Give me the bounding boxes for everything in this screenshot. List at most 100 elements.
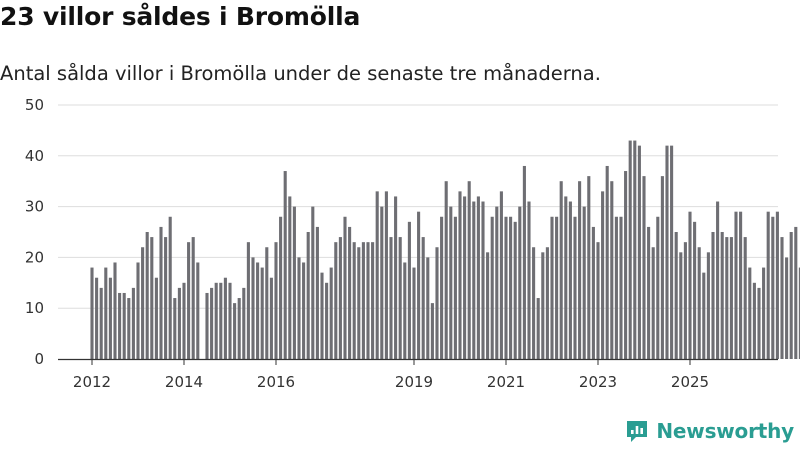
bar-45 bbox=[297, 257, 301, 359]
x-tick-label-2023: 2023 bbox=[579, 373, 617, 391]
bar-133 bbox=[702, 272, 706, 359]
bar-154 bbox=[798, 267, 800, 359]
bar-145 bbox=[757, 287, 761, 359]
bar-8 bbox=[127, 298, 131, 359]
bar-16 bbox=[164, 237, 168, 359]
x-tick-label-2019: 2019 bbox=[395, 373, 433, 391]
bar-35 bbox=[251, 257, 255, 359]
bar-4 bbox=[108, 277, 112, 359]
bar-83 bbox=[472, 201, 476, 359]
bar-36 bbox=[256, 262, 260, 359]
bar-34 bbox=[246, 242, 250, 359]
axes bbox=[58, 358, 778, 365]
bar-33 bbox=[242, 287, 246, 359]
bar-137 bbox=[720, 232, 724, 359]
bar-94 bbox=[522, 165, 526, 359]
bar-25 bbox=[205, 292, 209, 359]
bar-95 bbox=[527, 201, 531, 359]
bar-55 bbox=[343, 216, 347, 359]
bar-75 bbox=[435, 247, 439, 359]
bar-52 bbox=[329, 267, 333, 359]
bar-49 bbox=[315, 226, 319, 359]
bar-74 bbox=[430, 303, 434, 359]
bar-138 bbox=[725, 237, 729, 359]
bar-142 bbox=[743, 237, 747, 359]
bar-134 bbox=[706, 252, 710, 359]
bar-100 bbox=[550, 216, 554, 359]
bar-43 bbox=[288, 196, 292, 359]
bar-57 bbox=[352, 242, 356, 359]
bar-118 bbox=[633, 140, 637, 359]
bar-5 bbox=[113, 262, 117, 359]
bar-29 bbox=[223, 277, 227, 359]
bar-44 bbox=[292, 206, 296, 359]
brand-name: Newsworthy bbox=[656, 419, 794, 443]
bar-127 bbox=[674, 232, 678, 359]
bar-14 bbox=[154, 277, 158, 359]
bar-26 bbox=[210, 287, 214, 359]
x-tick-label-2021: 2021 bbox=[487, 373, 525, 391]
bar-1 bbox=[95, 277, 99, 359]
bar-69 bbox=[407, 221, 411, 359]
bar-110 bbox=[596, 242, 600, 359]
bar-111 bbox=[601, 191, 605, 359]
bar-140 bbox=[734, 211, 738, 359]
bar-0 bbox=[90, 267, 94, 359]
bar-104 bbox=[568, 201, 572, 359]
bar-121 bbox=[647, 226, 651, 359]
bar-122 bbox=[651, 247, 655, 359]
bar-152 bbox=[789, 232, 793, 359]
bar-66 bbox=[394, 196, 398, 359]
bar-150 bbox=[780, 237, 784, 359]
bar-58 bbox=[357, 247, 361, 359]
bar-67 bbox=[398, 237, 402, 359]
bar-17 bbox=[168, 216, 172, 359]
bar-132 bbox=[697, 247, 701, 359]
y-tick-label-50: 50 bbox=[25, 96, 44, 114]
bar-19 bbox=[177, 287, 181, 359]
bar-96 bbox=[532, 247, 536, 359]
bar-135 bbox=[711, 232, 715, 359]
bar-72 bbox=[421, 237, 425, 359]
bar-146 bbox=[762, 267, 766, 359]
bar-76 bbox=[440, 216, 444, 359]
bar-114 bbox=[614, 216, 618, 359]
bar-46 bbox=[302, 262, 306, 359]
bar-28 bbox=[219, 282, 223, 359]
bar-98 bbox=[541, 252, 545, 359]
bar-31 bbox=[233, 303, 237, 359]
bar-32 bbox=[237, 298, 241, 359]
y-tick-label-0: 0 bbox=[34, 350, 44, 368]
bar-81 bbox=[463, 196, 467, 359]
bar-120 bbox=[642, 176, 646, 359]
bar-42 bbox=[283, 171, 287, 359]
bar-71 bbox=[417, 211, 421, 359]
bar-7 bbox=[122, 292, 126, 359]
bar-77 bbox=[444, 181, 448, 359]
bar-23 bbox=[196, 262, 200, 359]
bar-54 bbox=[338, 237, 342, 359]
bar-113 bbox=[610, 181, 614, 359]
bar-18 bbox=[173, 298, 177, 359]
bar-89 bbox=[499, 191, 503, 359]
bar-116 bbox=[624, 171, 628, 359]
bar-65 bbox=[389, 237, 393, 359]
bar-123 bbox=[656, 216, 660, 359]
bar-85 bbox=[481, 201, 485, 359]
bar-115 bbox=[619, 216, 623, 359]
bar-90 bbox=[504, 216, 508, 359]
bar-78 bbox=[449, 206, 453, 359]
bar-147 bbox=[766, 211, 770, 359]
bar-12 bbox=[145, 232, 149, 359]
bar-92 bbox=[513, 221, 517, 359]
bar-88 bbox=[495, 206, 499, 359]
bar-3 bbox=[104, 267, 108, 359]
bar-56 bbox=[348, 226, 352, 359]
bar-93 bbox=[518, 206, 522, 359]
bar-153 bbox=[794, 226, 798, 359]
bar-39 bbox=[269, 277, 273, 359]
bar-9 bbox=[131, 287, 135, 359]
page-subtitle: Antal sålda villor i Bromölla under de s… bbox=[0, 62, 601, 85]
bar-15 bbox=[159, 226, 163, 359]
